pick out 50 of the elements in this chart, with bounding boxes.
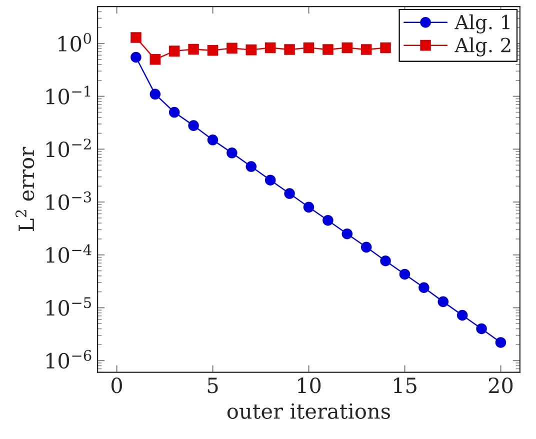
point [226, 42, 238, 54]
point [246, 44, 257, 56]
x-tick-label: 0 [111, 378, 122, 394]
x-tick-label: 20 [488, 378, 513, 394]
point [168, 46, 180, 56]
point [150, 54, 161, 65]
point [226, 148, 238, 158]
x-tick-label: 10 [298, 378, 321, 394]
x-tick-label: 15 [394, 378, 416, 394]
point [380, 42, 391, 54]
point [342, 228, 353, 240]
y-axis-title: L$^{2}$ error [16, 146, 34, 231]
legend-label: Alg. 1 [454, 14, 510, 34]
point [188, 120, 199, 131]
point [207, 134, 218, 146]
y-tick-label: 10$^{−4}$ [46, 244, 92, 263]
legend-label: Alg. 2 [454, 37, 510, 56]
point [360, 242, 372, 253]
point [399, 268, 410, 280]
point [284, 188, 295, 199]
point [322, 214, 334, 226]
x-axis-title: outer iterations [227, 403, 390, 419]
y-tick-label: 10$^{−2}$ [46, 138, 91, 158]
y-tick-label: 10$^{−1}$ [46, 86, 90, 104]
point [380, 255, 391, 266]
point [188, 44, 199, 55]
point [360, 44, 372, 55]
y-tick-label: 10$^{−3}$ [46, 191, 92, 210]
point [495, 337, 506, 348]
point [342, 42, 353, 54]
point [264, 42, 276, 54]
point [303, 42, 314, 54]
point [303, 202, 314, 213]
y-tick-label: 10$^{−5}$ [46, 297, 92, 316]
point [456, 310, 468, 321]
point [150, 88, 161, 100]
point [264, 174, 276, 186]
point [168, 106, 180, 118]
point [207, 45, 218, 56]
point [438, 296, 449, 308]
point [418, 282, 430, 293]
point [284, 44, 295, 55]
point [246, 161, 257, 172]
point [130, 32, 142, 43]
point [130, 52, 142, 63]
point [476, 323, 487, 334]
y-tick-label: 10$^{−6}$ [46, 350, 92, 369]
point [322, 44, 334, 55]
y-tick-label: 10$^{0}$ [58, 32, 92, 52]
x-tick-label: 5 [208, 378, 218, 394]
